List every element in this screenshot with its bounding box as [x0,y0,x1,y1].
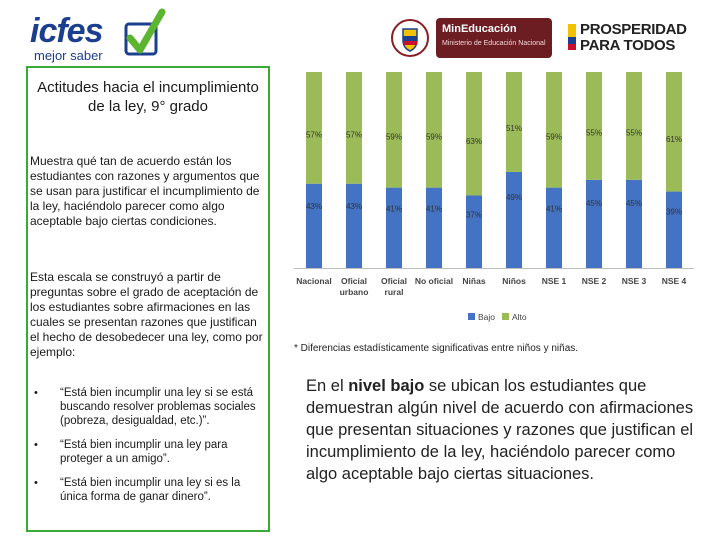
bar-alto [466,72,482,196]
data-label-alto: 55% [586,128,602,137]
scale-description-box: Actitudes hacia el incumplimiento de la … [26,66,270,532]
bar-alto [346,72,362,184]
bar-bajo [626,179,642,268]
prosperidad-line1: PROSPERIDAD [580,21,687,38]
level-explanation: En el nivel bajo se ubican los estudiant… [306,375,706,485]
icfes-wordmark: icfes [30,12,103,50]
bar-alto [306,72,322,184]
prosperidad-logo[interactable]: PROSPERIDAD PARA TODOS [568,20,708,60]
explanation-rest: se ubican los estudiantes que demuestran… [306,377,694,483]
example-text: “Está bien incumplir una ley si se está … [60,387,256,427]
bar-alto [426,72,442,188]
data-label-alto: 59% [426,133,442,142]
x-tick-label: Oficial [381,276,407,286]
scale-title: Actitudes hacia el incumplimiento de la … [37,79,259,115]
bar-bajo [586,179,602,268]
x-tick-label: Nacional [296,276,331,286]
example-item: • “Está bien incumplir una ley si se está… [30,386,264,428]
data-label-bajo: 49% [506,193,522,202]
chart-footnote: * Diferencias estadísticamente significa… [294,343,579,354]
data-label-bajo: 45% [626,199,642,208]
bar-bajo [666,191,682,268]
coat-of-arms-icon [391,19,429,57]
ministry-name: MinEducación [442,23,517,35]
bar-alto [546,72,562,188]
prosperidad-text: PROSPERIDAD PARA TODOS [580,22,687,54]
data-label-bajo: 41% [386,205,402,214]
ministry-logo[interactable]: MinEducación Ministerio de Educación Nac… [390,18,552,58]
bar-bajo [506,171,522,268]
data-label-alto: 57% [346,130,362,139]
legend-label: Bajo [478,312,495,322]
x-tick-label: NSE 2 [582,276,607,286]
header: icfes mejor saber MinEducación Ministeri… [0,0,720,66]
explanation-start: En el [306,377,349,395]
bar-bajo [346,183,362,268]
example-item: • “Está bien incumplir una ley para prote… [30,438,264,466]
icfes-logo[interactable]: icfes mejor saber [30,8,166,64]
legend-swatch [502,313,509,320]
bar-alto [626,72,642,180]
x-tick-label: NSE 4 [662,276,687,286]
bullet-icon: • [34,387,38,399]
x-tick-label: NSE 3 [622,276,647,286]
data-label-bajo: 41% [426,205,442,214]
icfes-tagline: mejor saber [34,48,103,63]
example-text: “Está bien incumplir una ley para proteg… [60,439,228,465]
prosperidad-line2: PARA TODOS [580,37,676,54]
x-tick-label: rural [385,287,404,297]
data-label-bajo: 39% [666,208,682,217]
data-label-alto: 55% [626,128,642,137]
data-label-alto: 51% [506,124,522,133]
legend-swatch [468,313,475,320]
x-tick-label: Niñas [462,276,485,286]
scale-construction: Esta escala se construyó a partir de pre… [30,270,263,359]
bar-bajo [386,187,402,268]
data-label-alto: 63% [466,137,482,146]
example-text: “Está bien incumplir una ley si es la ún… [60,477,241,503]
colombia-flag-icon [568,24,576,50]
bullet-icon: • [34,439,38,451]
stacked-bar-chart: 43%57%Nacional43%57%Oficialurbano41%59%O… [294,72,694,322]
x-tick-label: NSE 1 [542,276,567,286]
x-tick-label: Niños [502,276,526,286]
data-label-alto: 59% [546,133,562,142]
data-label-bajo: 43% [306,202,322,211]
explanation-highlight: nivel bajo [348,377,425,395]
bar-bajo [546,187,562,268]
example-list: • “Está bien incumplir una ley si se está… [30,386,264,514]
x-tick-label: No oficial [415,276,453,286]
ministry-subtitle: Ministerio de Educación Nacional [442,40,546,47]
bar-alto [666,72,682,192]
checkmark-icon [124,8,166,56]
data-label-bajo: 45% [586,199,602,208]
data-label-alto: 61% [666,135,682,144]
bar-bajo [306,183,322,268]
bar-alto [586,72,602,180]
legend-label: Alto [512,312,527,322]
data-label-alto: 59% [386,133,402,142]
bar-alto [506,72,522,172]
bullet-icon: • [34,477,38,489]
data-label-alto: 57% [306,130,322,139]
example-item: • “Está bien incumplir una ley si es la ú… [30,476,264,504]
data-label-bajo: 41% [546,205,562,214]
bar-bajo [426,187,442,268]
x-tick-label: Oficial [341,276,367,286]
data-label-bajo: 43% [346,202,362,211]
x-tick-label: urbano [340,287,369,297]
bar-alto [386,72,402,188]
data-label-bajo: 37% [466,211,482,220]
bar-bajo [466,195,482,268]
ministry-badge: MinEducación Ministerio de Educación Nac… [436,18,552,58]
scale-description: Muestra qué tan de acuerdo están los est… [30,154,260,228]
